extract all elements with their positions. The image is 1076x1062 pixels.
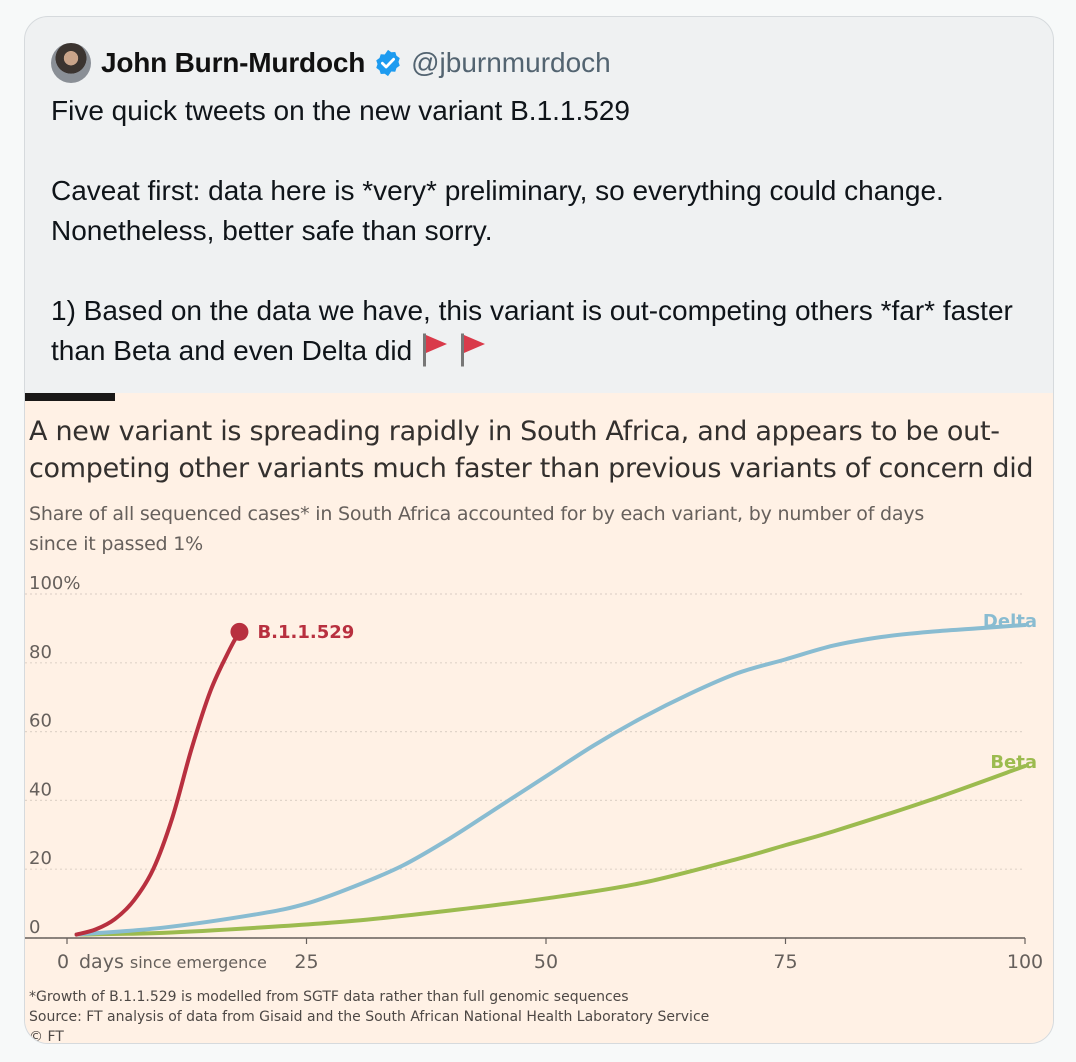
chart-credit: © FT <box>29 1029 64 1044</box>
chart-figure[interactable]: A new variant is spreading rapidly in So… <box>25 393 1053 1044</box>
chart-title: A new variant is spreading rapidly in So… <box>29 416 1034 484</box>
y-tick-label: 0 <box>29 917 40 938</box>
chart-footnote: *Growth of B.1.1.529 is modelled from SG… <box>29 989 629 1005</box>
y-tick-label: 20 <box>29 848 52 869</box>
y-tick-label: 40 <box>29 779 52 800</box>
triangular-flag-icon <box>461 333 486 367</box>
series-line-delta <box>74 622 1027 937</box>
series-label: Beta <box>990 752 1037 773</box>
tweet-text-para3: 1) Based on the data we have, this varia… <box>51 295 1013 367</box>
ft-accent-bar <box>25 393 115 401</box>
author-name[interactable]: John Burn-Murdoch <box>101 47 366 78</box>
x-tick-label: 75 <box>773 951 797 973</box>
series-end-marker <box>230 622 249 641</box>
chart-footnotes: *Growth of B.1.1.529 is modelled from SG… <box>29 987 710 1044</box>
triangular-flag-icon <box>423 333 448 367</box>
author-avatar[interactable] <box>51 43 91 83</box>
y-tick-label: 100% <box>29 573 80 594</box>
x-tick-label: 25 <box>294 951 318 973</box>
tweet-card[interactable]: John Burn-Murdoch @jburnmurdoch Five qui… <box>24 16 1054 1044</box>
series-line-b11529 <box>74 629 242 937</box>
x-tick-label: 50 <box>534 951 558 973</box>
series-label: B.1.1.529 <box>257 622 354 643</box>
chart-subtitle: Share of all sequenced cases* in South A… <box>29 503 925 555</box>
line-chart: 0 20 40 60 80 100% 0 25 50 75 100 days since emerge… <box>25 573 1043 973</box>
tweet-text-para2: Caveat first: data here is *very* prelim… <box>51 175 944 246</box>
y-tick-label: 80 <box>29 642 52 663</box>
series-label: Delta <box>983 611 1037 632</box>
tweet-text: Five quick tweets on the new variant B.1… <box>51 91 1041 371</box>
series-line-beta <box>74 764 1027 937</box>
tweet-text-line1: Five quick tweets on the new variant B.1… <box>51 95 630 126</box>
x-tick-label: 100 <box>1007 951 1043 973</box>
verified-badge-icon <box>376 49 400 77</box>
y-tick-label: 60 <box>29 711 52 732</box>
x-axis-label: days since emergence <box>79 951 267 973</box>
x-tick-label: 0 <box>57 951 69 973</box>
tweet-header: John Burn-Murdoch @jburnmurdoch <box>51 43 611 83</box>
chart-source: Source: FT analysis of data from Gisaid … <box>29 1009 710 1025</box>
author-handle[interactable]: @jburnmurdoch <box>411 47 611 78</box>
